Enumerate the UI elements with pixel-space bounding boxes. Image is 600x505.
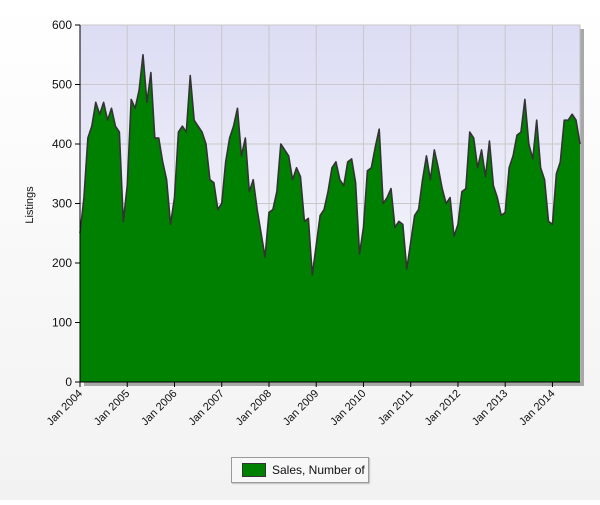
legend-swatch: [242, 463, 266, 477]
area-series: [79, 53, 581, 382]
y-tick-label: 300: [52, 197, 72, 211]
y-tick-label: 500: [52, 78, 72, 92]
y-tick-label: 200: [52, 256, 72, 270]
area-line: [79, 53, 581, 276]
y-tick-labels: 0 100 200 300 400 500 600: [52, 18, 72, 389]
x-tick-label: Jan 2011: [376, 388, 416, 428]
y-axis-title: Listings: [24, 186, 36, 224]
x-tick-label: Jan 2008: [234, 388, 274, 428]
x-tick-label: Jan 2010: [328, 388, 368, 428]
x-tick-label: Jan 2004: [45, 388, 85, 428]
x-tick-label: Jan 2012: [423, 388, 463, 428]
y-tick-label: 0: [65, 375, 72, 389]
y-tick-label: 100: [52, 316, 72, 330]
x-tick-label: Jan 2013: [470, 388, 510, 428]
legend: Sales, Number of: [231, 457, 369, 483]
x-tick-labels: Jan 2004 Jan 2005 Jan 2006 Jan 2007 Jan 2008…: [45, 388, 558, 428]
x-tick-label: Jan 2005: [92, 388, 132, 428]
area-fill: [80, 54, 580, 382]
x-tick-label: Jan 2009: [281, 388, 321, 428]
axes: [75, 24, 580, 387]
x-tick-label: Jan 2007: [186, 388, 226, 428]
legend-label: Sales, Number of: [272, 463, 365, 477]
y-tick-label: 400: [52, 137, 72, 151]
x-tick-label: Jan 2006: [139, 388, 179, 428]
x-tick-label: Jan 2014: [517, 388, 557, 428]
y-tick-label: 600: [52, 18, 72, 32]
